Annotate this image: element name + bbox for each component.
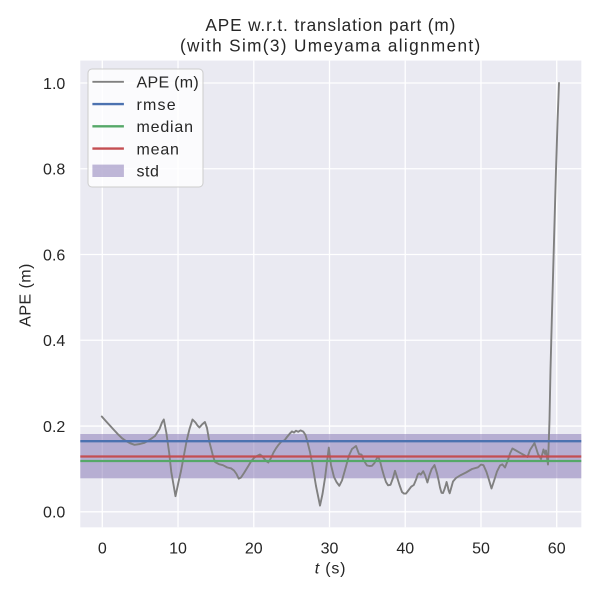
svg-text:0: 0 xyxy=(98,540,107,557)
svg-text:0.6: 0.6 xyxy=(43,247,65,264)
svg-text:(with Sim(3) Umeyama alignment: (with Sim(3) Umeyama alignment) xyxy=(180,36,482,56)
svg-text:0.4: 0.4 xyxy=(43,333,65,350)
svg-text:0.2: 0.2 xyxy=(43,419,65,436)
svg-text:rmse: rmse xyxy=(137,97,177,114)
svg-text:10: 10 xyxy=(169,540,187,557)
svg-text:APE (m): APE (m) xyxy=(18,263,35,326)
svg-text:20: 20 xyxy=(245,540,263,557)
svg-text:APE w.r.t. translation part (m: APE w.r.t. translation part (m) xyxy=(205,15,456,35)
svg-text:0.8: 0.8 xyxy=(43,162,65,179)
svg-text:30: 30 xyxy=(321,540,339,557)
svg-text:t (s): t (s) xyxy=(315,561,347,578)
svg-text:std: std xyxy=(137,164,160,181)
svg-text:40: 40 xyxy=(396,540,414,557)
svg-text:0.0: 0.0 xyxy=(43,505,65,522)
svg-text:1.0: 1.0 xyxy=(43,76,65,93)
svg-text:60: 60 xyxy=(548,540,566,557)
svg-text:50: 50 xyxy=(472,540,490,557)
svg-text:median: median xyxy=(137,119,194,136)
svg-text:mean: mean xyxy=(137,141,180,158)
svg-text:APE (m): APE (m) xyxy=(137,75,200,92)
